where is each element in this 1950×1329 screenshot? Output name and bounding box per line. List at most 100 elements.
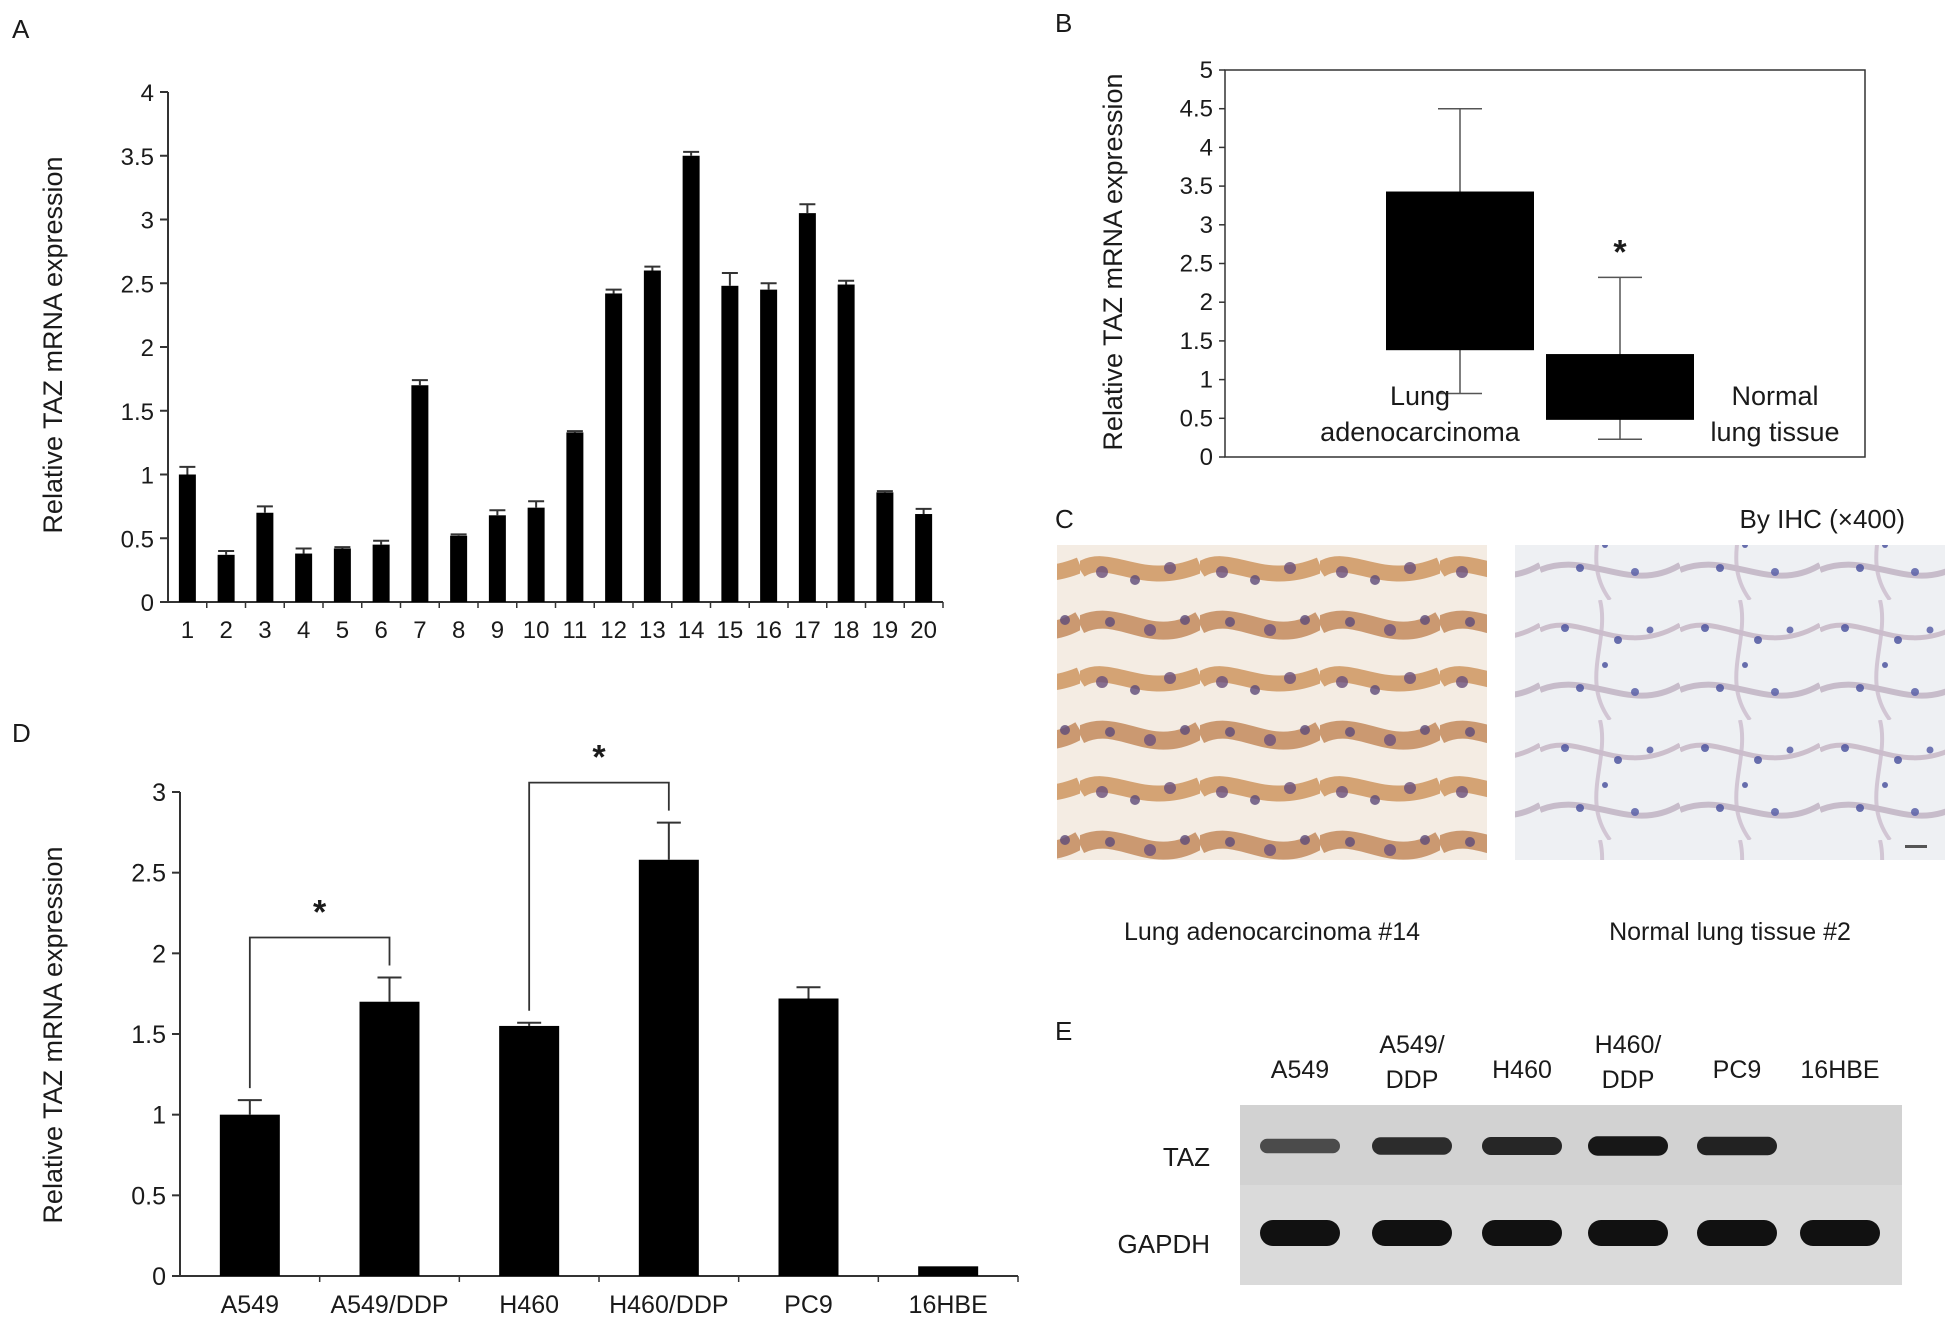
- panel-e-label: E: [1055, 1016, 1072, 1046]
- western-blot-rows: TAZ GAPDH: [1118, 1136, 1880, 1259]
- panel-b-group-label: lung tissue: [1710, 417, 1839, 447]
- panel-a-bar: [178, 474, 196, 602]
- panel-d-bar: [918, 1266, 979, 1276]
- lane-label: A549: [1271, 1056, 1329, 1084]
- panel-a-bar: [295, 553, 313, 602]
- panel-b-y-tick-label: 1: [1200, 367, 1213, 394]
- panel-b-y-tick-label: 4: [1200, 134, 1213, 161]
- panel-a-x-tick-label: 11: [562, 617, 587, 644]
- panel-d-bar: [219, 1114, 280, 1276]
- panel-b-y-tick-label: 3.5: [1180, 173, 1213, 200]
- panel-a-x-tick-label: 18: [833, 617, 860, 644]
- panel-d-y-tick-label: 0.5: [131, 1182, 166, 1210]
- panel-a-y-tick-label: 3: [141, 208, 154, 235]
- western-blot-lane-labels: A549 A549/DDP H460 H460/DDP PC9 16HBE: [1271, 1031, 1880, 1094]
- panel-a-ticks: 00.511.522.533.541 2 3 4 5 6 7 8 9 10 11 12 13 14 15 16…: [121, 80, 944, 644]
- panel-d-x-tick-label: A549/DDP: [330, 1291, 448, 1319]
- panel-a-bar: [837, 284, 855, 602]
- panel-a-x-tick-label: 2: [219, 617, 232, 644]
- panel-b-y-tick-label: 1.5: [1180, 328, 1213, 355]
- panel-d-y-tick-label: 2: [152, 940, 166, 968]
- panel-a-bar: [760, 289, 778, 602]
- blot-row-label-gapdh: GAPDH: [1118, 1229, 1210, 1259]
- panel-d-ticks: 0 0.5 1 1.5 2 2.5 3 A549 A549/DDP H460 H460/DDP PC9…: [131, 779, 1019, 1319]
- panel-b-group-label: adenocarcinoma: [1320, 417, 1521, 447]
- panel-a-y-tick-label: 2.5: [121, 271, 154, 298]
- lane-label: DDP: [1386, 1066, 1439, 1094]
- panel-a-y-axis-label: Relative TAZ mRNA expression: [38, 156, 68, 533]
- panel-d-bars: [219, 821, 979, 1276]
- panel-d-y-tick-label: 1: [152, 1102, 166, 1130]
- blot-row-label-taz: TAZ: [1163, 1142, 1210, 1172]
- panel-d-y-axis-label: Relative TAZ mRNA expression: [38, 846, 68, 1223]
- lane-label: H460/: [1595, 1031, 1662, 1059]
- panel-a-bar: [682, 155, 700, 602]
- panel-a-x-tick-label: 7: [413, 617, 426, 644]
- panel-a-x-tick-label: 20: [910, 617, 937, 644]
- lane-label: H460: [1492, 1056, 1552, 1084]
- panel-a-bar: [915, 514, 933, 602]
- panel-b: B Relative TAZ mRNA expression 0 0.5 1 1.5 2…: [1055, 8, 1866, 471]
- ihc-tumor-caption: Lung adenocarcinoma #14: [1124, 918, 1420, 946]
- blot-band: [1482, 1137, 1562, 1155]
- panel-b-y-tick-label: 2: [1200, 289, 1213, 316]
- panel-b-y-tick-label: 5: [1200, 57, 1213, 84]
- panel-a-bar: [217, 554, 235, 602]
- panel-a-y-tick-label: 3.5: [121, 144, 154, 171]
- ihc-tumor-image: [1057, 545, 1487, 860]
- panel-a-y-tick-label: 2: [141, 335, 154, 362]
- panel-c: C By IHC (×400): [1055, 504, 1945, 946]
- panel-d-x-tick-label: 16HBE: [909, 1291, 988, 1319]
- panel-a-x-tick-label: 16: [755, 617, 782, 644]
- panel-d-x-tick-label: H460/DDP: [609, 1291, 729, 1319]
- panel-d-y-tick-label: 2.5: [131, 860, 166, 888]
- panel-d-x-tick-label: A549: [221, 1291, 279, 1319]
- panel-a-x-tick-label: 12: [600, 617, 627, 644]
- lane-label: PC9: [1713, 1056, 1762, 1084]
- panel-b-y-tick-label: 2.5: [1180, 251, 1213, 278]
- panel-d-y-tick-label: 0: [152, 1263, 166, 1291]
- panel-a-x-tick-label: 8: [452, 617, 465, 644]
- blot-band: [1588, 1220, 1668, 1246]
- significance-star: *: [313, 894, 327, 932]
- significance-star: *: [592, 739, 606, 777]
- panel-a-x-tick-label: 3: [258, 617, 271, 644]
- panel-a-x-tick-label: 4: [297, 617, 310, 644]
- blot-band: [1260, 1138, 1340, 1154]
- panel-a-label: A: [12, 14, 30, 44]
- panel-a-axes: [167, 92, 943, 603]
- blot-band: [1800, 1220, 1880, 1246]
- panel-b-group-label: Lung: [1390, 381, 1450, 411]
- panel-b-box: [1386, 191, 1534, 351]
- panel-a-bar: [372, 544, 390, 602]
- significance-star: *: [1613, 233, 1627, 271]
- panel-a-x-tick-label: 17: [794, 617, 821, 644]
- panel-b-boxplot: 0 0.5 1 1.5 2 2.5 3 3.5 4 4.5 5 Lung adenocarcinoma *…: [1180, 57, 1866, 471]
- panel-a-bar: [721, 285, 739, 602]
- lane-label: DDP: [1602, 1066, 1655, 1094]
- scale-bar: [1905, 845, 1927, 848]
- blot-band: [1588, 1136, 1668, 1156]
- panel-a-x-tick-label: 6: [374, 617, 387, 644]
- panel-a-bar: [876, 492, 894, 602]
- panel-b-box: [1546, 354, 1694, 420]
- panel-d-bar: [499, 1025, 560, 1276]
- panel-a-bar: [256, 512, 274, 602]
- taz-blot-strip: [1240, 1105, 1902, 1185]
- significance-bracket: [528, 781, 670, 1011]
- panel-a-y-tick-label: 0.5: [121, 526, 154, 553]
- panel-e: E A549 A549/DDP H460 H460/DDP PC9 16HBE TAZ GA…: [1055, 1016, 1902, 1285]
- panel-a-x-tick-label: 10: [523, 617, 550, 644]
- lane-label: 16HBE: [1800, 1056, 1879, 1084]
- panel-a-bar: [798, 213, 816, 602]
- panel-a-x-tick-label: 13: [639, 617, 666, 644]
- blot-band: [1697, 1220, 1777, 1246]
- blot-band: [1372, 1220, 1452, 1246]
- blot-band: [1260, 1220, 1340, 1246]
- ihc-normal-caption: Normal lung tissue #2: [1609, 918, 1851, 946]
- panel-c-magnification-note: By IHC (×400): [1740, 504, 1905, 534]
- panel-a-y-tick-label: 1.5: [121, 399, 154, 426]
- panel-a-bar: [605, 293, 623, 602]
- panel-d-bar: [778, 998, 839, 1276]
- panel-a-x-tick-label: 19: [872, 617, 899, 644]
